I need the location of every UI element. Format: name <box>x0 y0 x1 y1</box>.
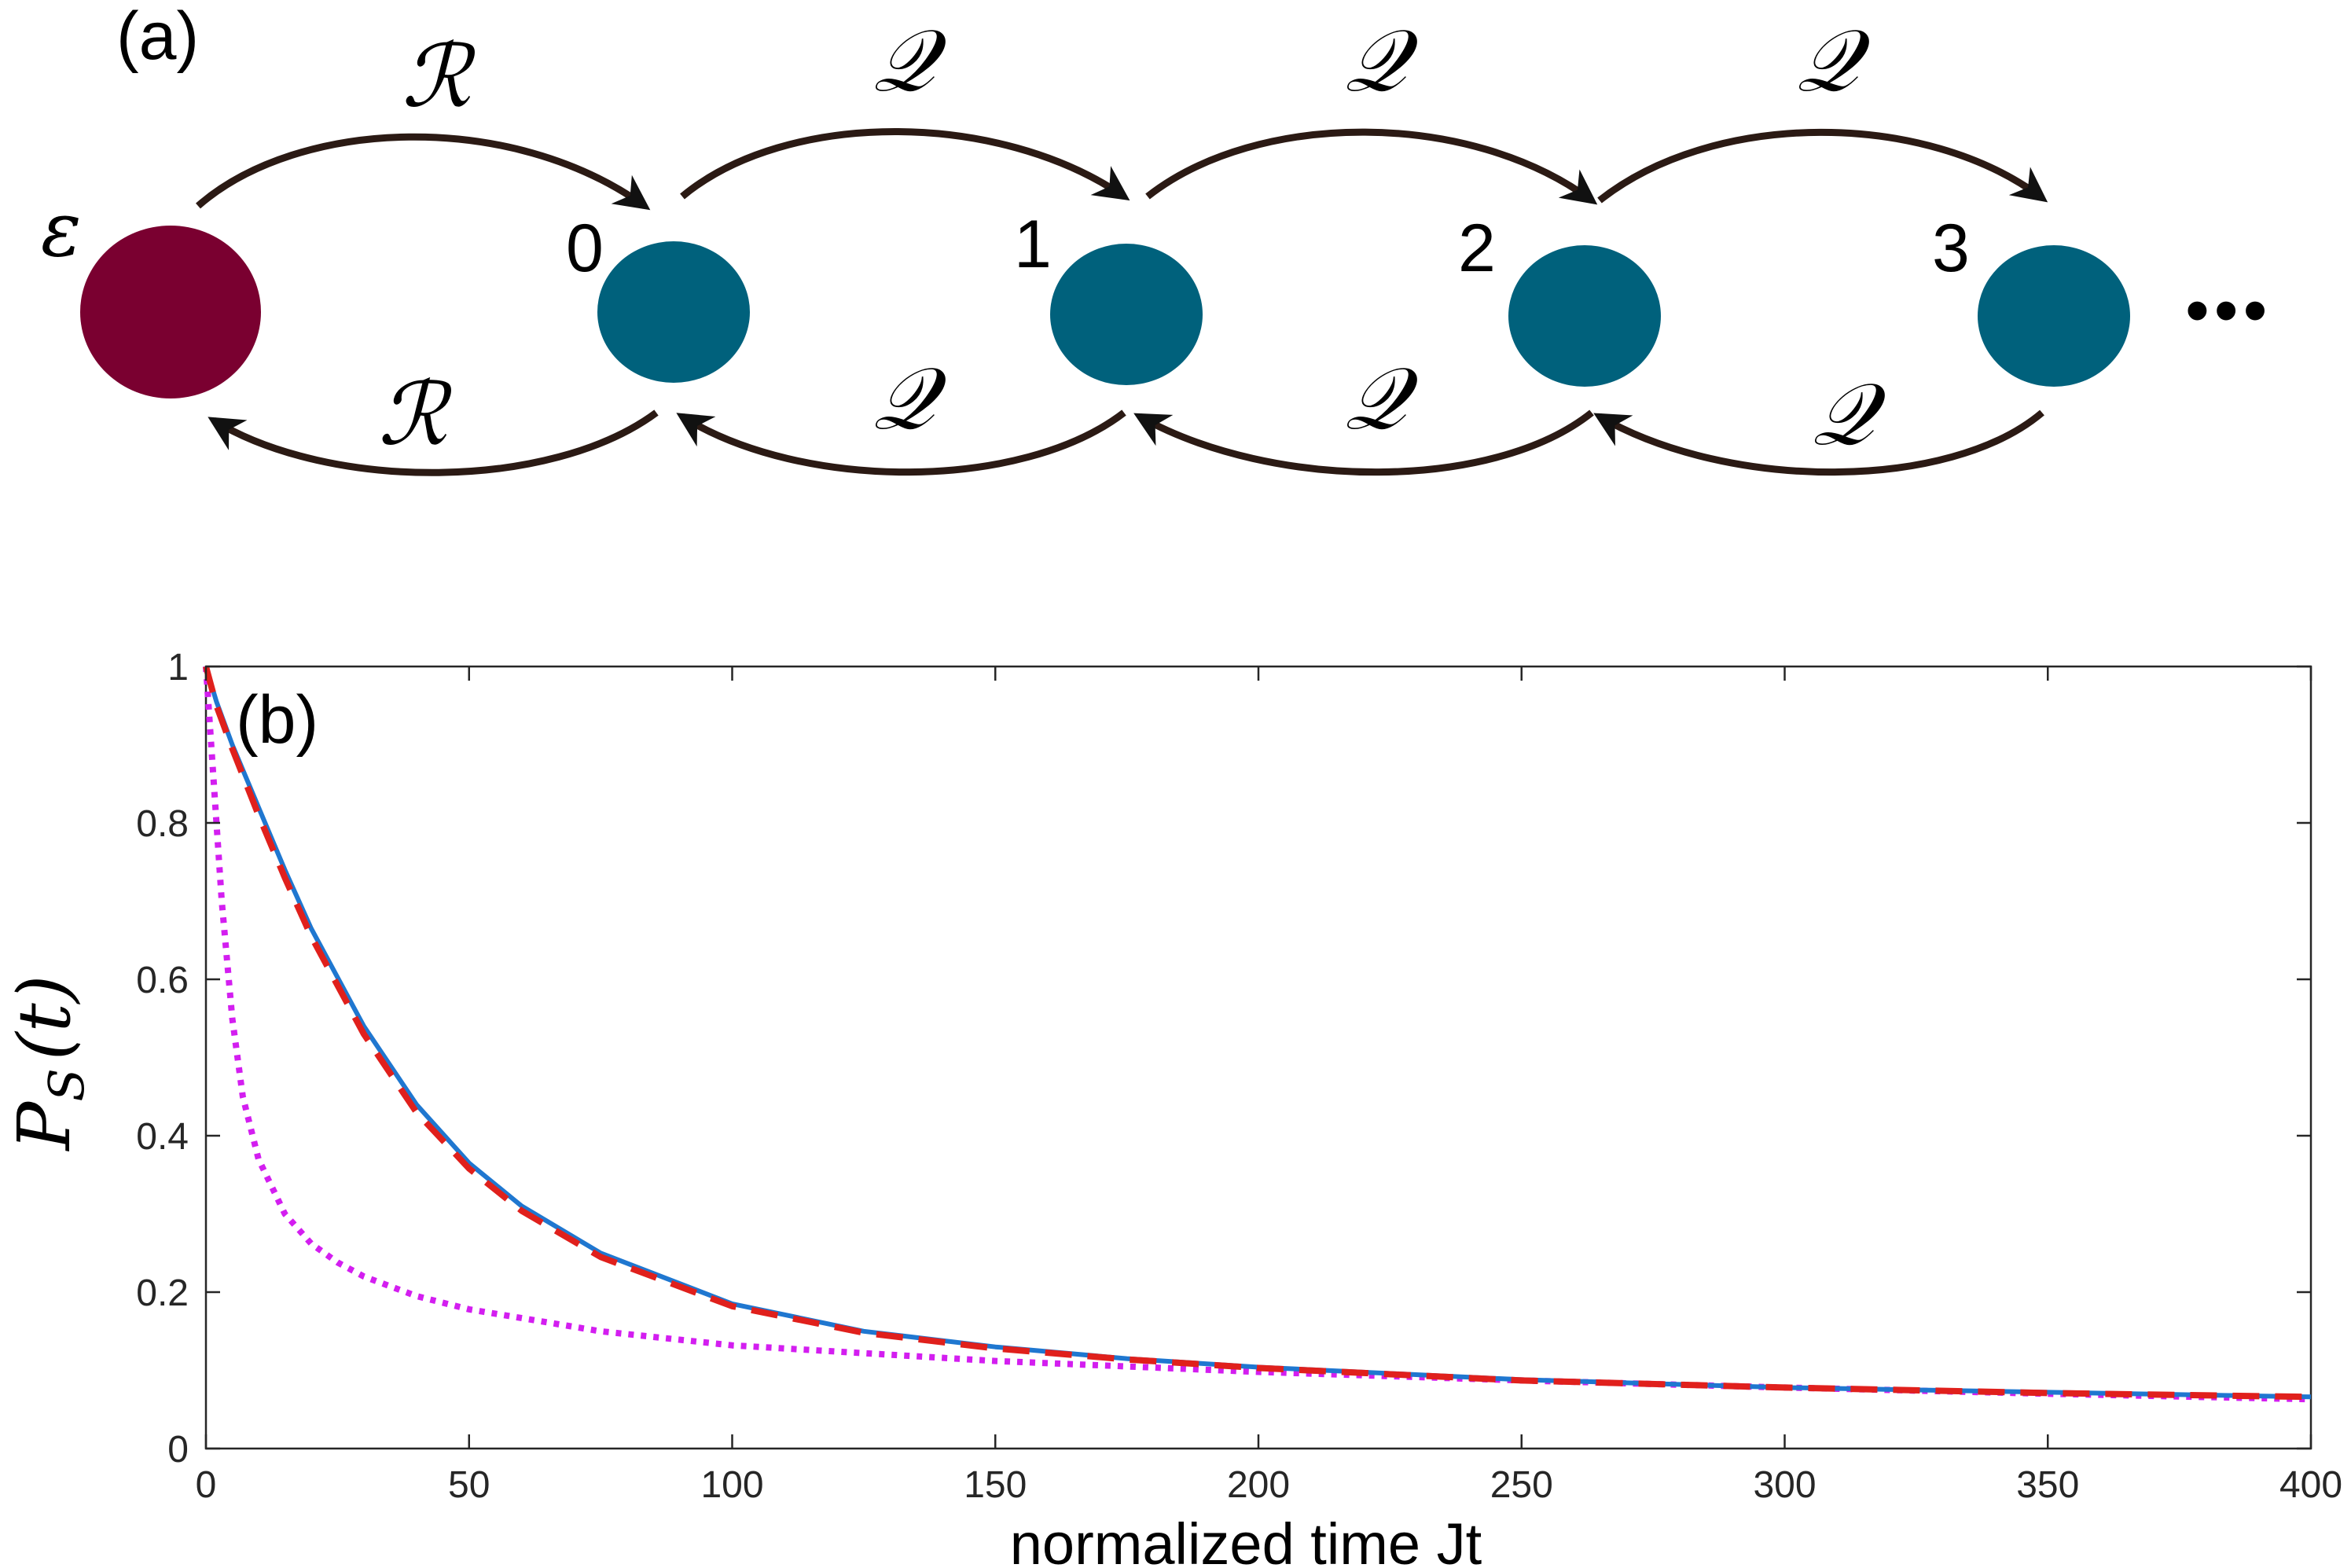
arrow-forward-2-to-3 <box>1597 128 2048 204</box>
y-axis-label: PS (t) <box>2 975 95 1151</box>
coupling-label-bottom-defect: ℛ <box>378 364 453 465</box>
arrow-forward-0-to-1 <box>680 128 1130 201</box>
chain-site-1 <box>1050 244 1203 385</box>
coupling-label-top-1-2: 𝒬 <box>1345 10 1419 111</box>
panel-a-label: (a) <box>116 0 199 74</box>
x-tick-label: 0 <box>196 1464 217 1506</box>
arrow-back-0-to-defect <box>208 409 659 476</box>
x-tick-label: 400 <box>2279 1464 2342 1506</box>
coupling-label-top-2-3: 𝒬 <box>1797 10 1871 111</box>
plot-curves <box>203 665 2312 1403</box>
site-label-2: 2 <box>1458 211 1496 286</box>
panel-b-plot: 0 50 100 150 200 250 300 350 400 00.20.40.60.81 … <box>2 647 2342 1568</box>
panel-a-chain-diagram: (a) ℛ 𝒬 𝒬 𝒬 ℛ 𝒬 𝒬 𝒬 ε 0 1 2 3 ••• <box>41 0 2272 476</box>
y-tick-label: 0.2 <box>136 1272 189 1314</box>
y-tick-label: 0.4 <box>136 1116 189 1158</box>
coupling-label-top-0-1: 𝒬 <box>873 10 947 111</box>
arrow-back-2-to-1 <box>1133 409 1594 476</box>
arrow-forward-defect-to-0 <box>196 133 651 211</box>
x-tick-label: 200 <box>1227 1464 1290 1506</box>
chain-site-0 <box>597 241 750 383</box>
x-tick-label: 50 <box>448 1464 490 1506</box>
y-tick-label: 0.8 <box>136 803 189 845</box>
x-ticks: 0 50 100 150 200 250 300 350 400 <box>196 666 2342 1506</box>
coupling-label-bottom-0-1: 𝒬 <box>873 348 947 449</box>
panel-b-label: (b) <box>236 682 318 758</box>
arrow-forward-1-to-2 <box>1145 128 1598 205</box>
coupling-label-top-defect: ℛ <box>402 26 476 127</box>
y-ticks: 0 0.2 0.4 0.6 0.8 1 <box>136 647 2311 1471</box>
arrow-back-1-to-0 <box>676 409 1126 476</box>
x-tick-label: 100 <box>700 1464 763 1506</box>
coupling-label-bottom-1-2: 𝒬 <box>1345 348 1419 449</box>
plot-area <box>204 665 2312 1450</box>
defect-site <box>80 226 261 398</box>
y-tick-label: 0 <box>167 1429 189 1471</box>
x-tick-label: 150 <box>964 1464 1027 1506</box>
coupling-label-bottom-2-3: 𝒬 <box>1813 364 1886 465</box>
arrow-back-3-to-2 <box>1593 409 2044 476</box>
y-axis-label-argument: (t) <box>2 975 86 1060</box>
series-line-dashed <box>203 665 2312 1401</box>
site-label-1: 1 <box>1014 207 1052 282</box>
svg-text:PS(t): PS (t) <box>2 975 95 1151</box>
y-tick-label: 1 <box>167 647 189 689</box>
chain-site-3 <box>1978 245 2130 387</box>
y-axis-label-main: P <box>2 1100 86 1152</box>
y-tick-label: 0.6 <box>136 960 189 1001</box>
x-tick-label: 350 <box>2016 1464 2079 1506</box>
chain-site-2 <box>1508 245 1661 387</box>
x-tick-label: 300 <box>1753 1464 1816 1506</box>
chain-ellipsis: ••• <box>2185 271 2272 349</box>
site-label-defect: ε <box>41 185 82 274</box>
site-label-0: 0 <box>566 211 604 286</box>
x-axis-label: normalized time Jt <box>1010 1511 1482 1568</box>
site-label-3: 3 <box>1932 211 1970 286</box>
y-axis-label-subscript: S <box>38 1068 95 1101</box>
x-tick-label: 250 <box>1490 1464 1553 1506</box>
